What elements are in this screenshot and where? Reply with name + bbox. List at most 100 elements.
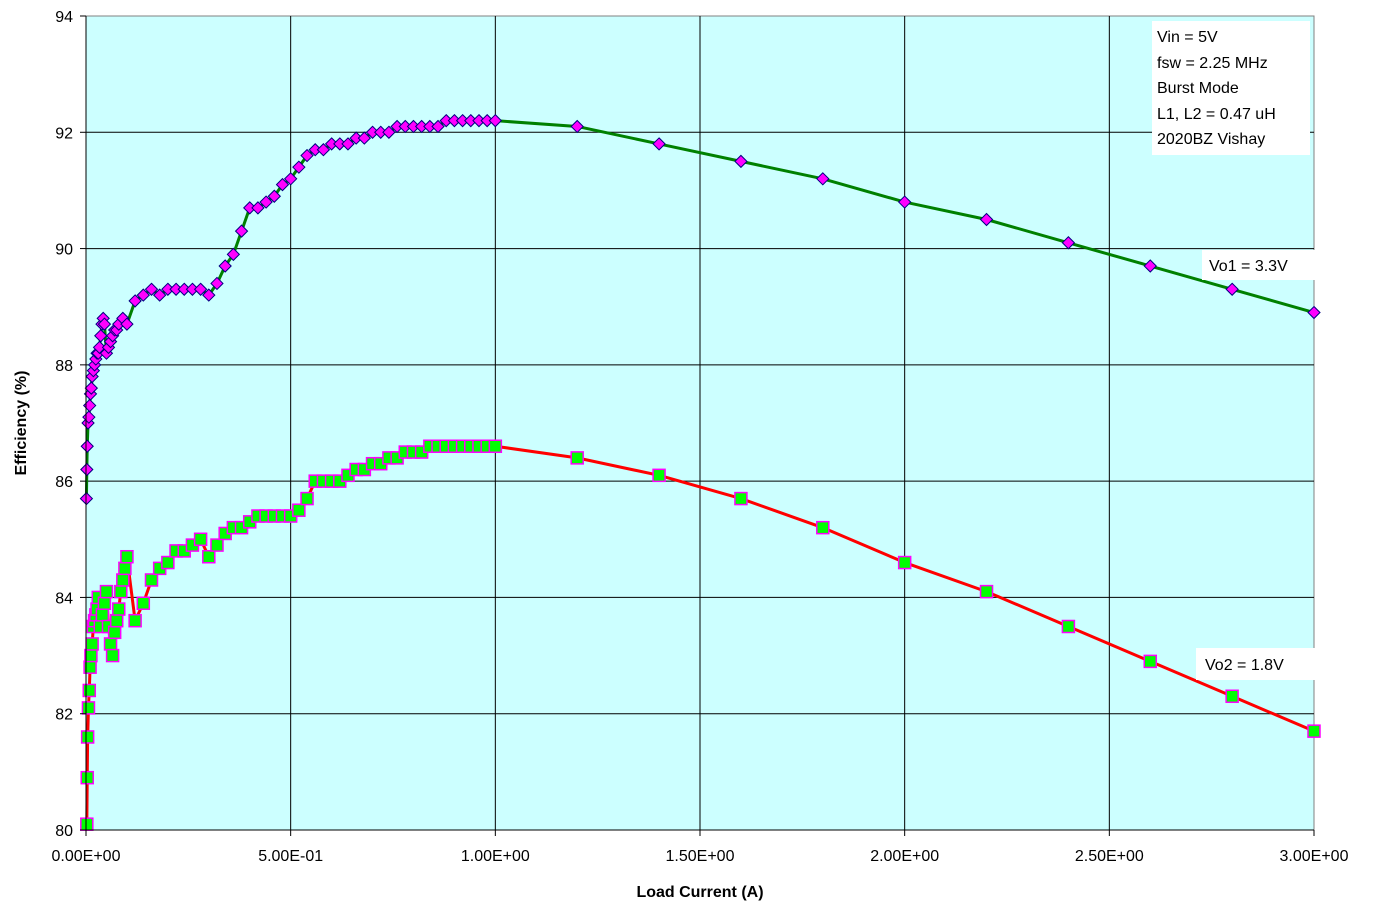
data-point-diamond [94,329,108,343]
grid [86,16,1314,830]
data-point-square [107,625,122,640]
data-point-diamond [136,288,151,302]
data-point-square [84,648,98,663]
data-point-diamond [218,259,232,273]
info-line-vin: Vin = 5V [1157,29,1218,46]
data-point-square [144,573,159,587]
data-point-square [97,596,112,610]
data-point-diamond [275,177,290,192]
data-point-square [1143,654,1158,669]
data-point-diamond [431,119,445,134]
data-point-diamond [226,247,241,262]
data-point-diamond [80,439,94,453]
data-point-square [816,520,830,535]
data-point-square [1061,619,1076,634]
data-point-diamond [251,201,265,215]
data-point-square [81,701,96,715]
data-point-square [488,439,503,454]
series-label-vo2-background [1196,648,1316,680]
series-label-vo2: Vo2 = 1.8V [1196,648,1316,680]
data-point-diamond [357,131,372,145]
data-point-diamond [816,172,830,186]
data-point-square [193,532,208,547]
series-2 [80,439,1321,831]
data-point-diamond [283,172,298,186]
data-point-diamond [120,317,134,331]
x-tick-label: 2.00E+00 [870,848,939,865]
data-point-diamond [300,148,314,163]
x-axis-title: Load Current (A) [636,884,763,901]
data-point-diamond [202,288,216,302]
data-point-diamond [979,212,994,227]
y-tick-label: 84 [55,590,73,607]
data-point-diamond [316,143,331,157]
data-point-square [111,602,126,616]
data-point-square [95,608,110,622]
data-point-diamond [92,340,107,355]
x-tick-label: 5.00E-01 [258,848,323,865]
data-point-diamond [488,113,503,128]
data-point-square [300,491,314,506]
y-tick-label: 94 [55,9,73,26]
data-point-diamond [144,282,159,296]
info-box-background [1152,21,1310,155]
y-tick-label: 88 [55,358,73,375]
y-tick-label: 90 [55,242,73,259]
data-point-square [103,637,118,651]
data-point-diamond [1307,305,1321,320]
data-point-diamond [193,282,208,296]
info-line-part: 2020BZ Vishay [1157,131,1265,148]
x-tick-label: 2.50E+00 [1075,848,1144,865]
data-point-diamond [341,137,355,151]
axis-layer: 0.00E+00 5.00E-01 1.00E+00 1.50E+00 2.00E+00… [52,9,1349,865]
data-point-square [109,613,124,628]
data-point-diamond [97,317,112,331]
data-point-diamond [259,195,273,209]
data-point-square [120,549,134,564]
data-point-square [80,770,94,785]
data-point-diamond [152,288,167,302]
series-label-vo2-text: Vo2 = 1.8V [1205,657,1284,674]
y-tick-label: 80 [55,823,73,840]
series-label-vo1-text: Vo1 = 3.3V [1209,258,1288,275]
data-point-diamond [267,189,282,203]
data-point-diamond [84,381,99,395]
data-point-square [652,468,666,483]
data-point-square [1225,689,1239,704]
data-point-diamond [734,154,748,169]
data-point-diamond [80,462,94,477]
data-point-square [80,730,95,744]
series-1 [79,113,1321,506]
data-point-diamond [570,119,584,134]
y-tick-label: 92 [55,125,73,142]
data-point-square [136,596,151,610]
x-tick-label: 1.00E+00 [461,848,530,865]
data-point-square [202,549,216,564]
data-point-diamond [382,125,396,139]
data-point-square [161,555,175,570]
x-tick-label: 0.00E+00 [52,848,121,865]
series-layer [79,113,1321,831]
data-point-square [1307,724,1321,738]
data-point-square [128,613,142,628]
x-tick-label: 1.50E+00 [666,848,735,865]
data-point-diamond [1061,236,1076,250]
series-label-vo1-background [1202,250,1316,280]
data-point-diamond [652,137,666,151]
data-point-square [116,573,130,587]
series-label-vo1: Vo1 = 3.3V [1202,250,1316,280]
data-point-square [99,584,114,599]
data-point-diamond [128,294,142,308]
y-axis-title: Efficiency (%) [13,371,30,476]
data-point-square [118,561,132,576]
info-line-inductor: L1, L2 = 0.47 uH [1157,106,1276,123]
data-point-diamond [897,195,912,209]
data-point-square [80,817,94,831]
y-tick-label: 82 [55,707,73,724]
data-point-square [82,683,97,698]
data-point-square [85,637,99,651]
data-point-diamond [234,224,249,238]
data-point-square [979,584,994,599]
data-point-diamond [292,160,306,174]
